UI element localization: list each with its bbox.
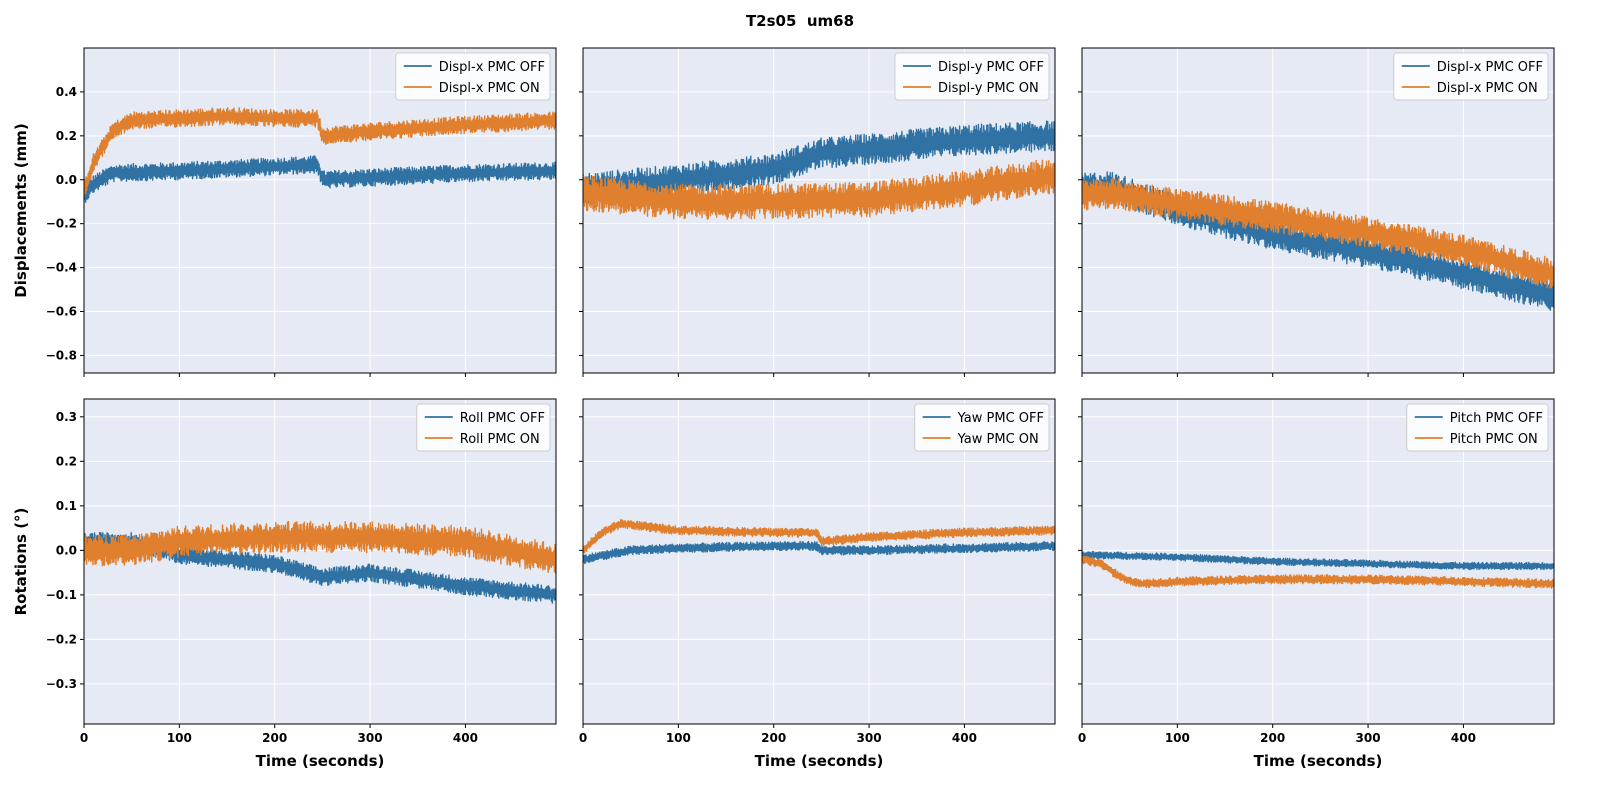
legend: Yaw PMC OFF Yaw PMC ON — [914, 403, 1050, 452]
x-tick-label: 300 — [1356, 731, 1381, 745]
x-tick-label: 400 — [453, 731, 478, 745]
legend: Displ-x PMC OFF Displ-x PMC ON — [1393, 52, 1549, 101]
legend-label: Displ-x PMC ON — [439, 81, 540, 96]
x-tick-label: 0 — [579, 731, 587, 745]
series-line-on — [84, 520, 556, 574]
x-tick-label: 400 — [952, 731, 977, 745]
plot-frame — [83, 47, 557, 374]
plot-frame — [1081, 398, 1555, 725]
legend: Pitch PMC OFF Pitch PMC ON — [1406, 403, 1549, 452]
x-tick-label: 100 — [1165, 731, 1190, 745]
y-tick-label: 0.2 — [56, 454, 77, 468]
plot-area — [84, 399, 556, 724]
legend-box — [1393, 52, 1549, 101]
legend-label: Displ-y PMC ON — [938, 81, 1039, 96]
series-line-on — [583, 159, 1055, 220]
legend-label: Yaw PMC ON — [957, 432, 1039, 447]
x-tick-label: 100 — [666, 731, 691, 745]
x-axis-label: Time (seconds) — [755, 752, 884, 770]
y-tick-label: 0.2 — [56, 129, 77, 143]
y-axis-label: Rotations (°) — [12, 508, 30, 616]
y-tick-label: −0.2 — [46, 217, 77, 231]
legend-label: Displ-x PMC OFF — [439, 60, 545, 75]
x-axis-label: Time (seconds) — [1254, 752, 1383, 770]
plot-frame — [1081, 47, 1555, 374]
y-tick-label: 0.3 — [56, 410, 77, 424]
y-axis-label: Displacements (mm) — [12, 123, 30, 297]
legend-label: Displ-x PMC ON — [1437, 81, 1538, 96]
x-tick-label: 300 — [857, 731, 882, 745]
series-line-off — [583, 120, 1055, 204]
series-group — [84, 107, 556, 203]
plot-frame — [582, 47, 1056, 374]
legend-label: Roll PMC OFF — [460, 411, 545, 426]
series-group — [84, 520, 556, 604]
panel-6: 0 100 200 300 400 Time (seconds) Pitch PMC OFF… — [1078, 398, 1555, 770]
legend-label: Yaw PMC OFF — [957, 411, 1044, 426]
y-tick-label: 0.1 — [56, 499, 77, 513]
series-line-off — [84, 155, 556, 203]
series-line-on — [1082, 177, 1554, 289]
legend-box — [416, 403, 551, 452]
series-group — [1082, 171, 1554, 311]
series-group — [583, 120, 1055, 220]
x-tick-label: 400 — [1451, 731, 1476, 745]
legend-label: Pitch PMC OFF — [1450, 411, 1543, 426]
x-tick-label: 200 — [262, 731, 287, 745]
plot-frame — [582, 398, 1056, 725]
series-line-off — [1082, 550, 1554, 571]
series-line-on — [84, 107, 556, 197]
panel-3: Displ-x PMC OFF Displ-x PMC ON — [1078, 47, 1555, 377]
legend: Displ-x PMC OFF Displ-x PMC ON — [395, 52, 551, 101]
panel-1: −0.8 −0.6 −0.4 −0.2 0.0 0.2 0.4 Displacements (… — [12, 47, 557, 377]
y-tick-label: −0.4 — [46, 261, 77, 275]
y-tick-label: −0.3 — [46, 677, 77, 691]
x-tick-label: 200 — [761, 731, 786, 745]
y-tick-label: −0.8 — [46, 348, 77, 362]
y-tick-label: 0.4 — [56, 85, 77, 99]
y-tick-label: −0.2 — [46, 632, 77, 646]
series-group — [583, 519, 1055, 564]
x-tick-label: 300 — [358, 731, 383, 745]
series-line-on — [1082, 555, 1554, 589]
legend: Displ-y PMC OFF Displ-y PMC ON — [894, 52, 1050, 101]
legend-box — [395, 52, 551, 101]
y-tick-label: −0.6 — [46, 305, 77, 319]
legend-box — [1406, 403, 1549, 452]
series-group — [1082, 550, 1554, 589]
legend-label: Roll PMC ON — [460, 432, 540, 447]
series-line-on — [583, 519, 1055, 554]
x-axis-label: Time (seconds) — [256, 752, 385, 770]
y-tick-label: 0.0 — [56, 173, 77, 187]
legend-box — [894, 52, 1050, 101]
plot-frame — [83, 398, 557, 725]
x-tick-label: 100 — [167, 731, 192, 745]
y-tick-label: 0.0 — [56, 543, 77, 557]
x-tick-label: 0 — [80, 731, 88, 745]
x-tick-label: 200 — [1260, 731, 1285, 745]
figure-title: T2s05 um68 — [745, 12, 855, 30]
plot-area — [583, 399, 1055, 724]
series-line-off — [583, 540, 1055, 564]
panel-2: Displ-y PMC OFF Displ-y PMC ON — [579, 47, 1056, 377]
legend-box — [914, 403, 1050, 452]
panel-4: 0 100 200 300 400 −0.3 −0.2 −0.1 0.0 0.1 0.2 0.3 Tim… — [12, 398, 557, 770]
legend-label: Displ-x PMC OFF — [1437, 60, 1543, 75]
x-tick-label: 0 — [1078, 731, 1086, 745]
legend-label: Displ-y PMC OFF — [938, 60, 1044, 75]
legend: Roll PMC OFF Roll PMC ON — [416, 403, 551, 452]
y-tick-label: −0.1 — [46, 588, 77, 602]
plot-area — [84, 48, 556, 373]
legend-label: Pitch PMC ON — [1450, 432, 1538, 447]
